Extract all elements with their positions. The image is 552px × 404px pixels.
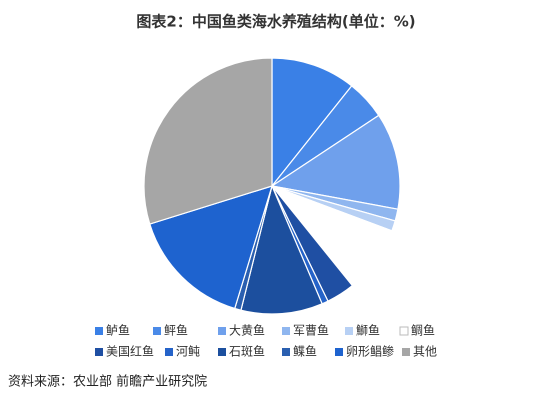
legend-label: 石斑鱼: [229, 345, 265, 359]
legend-swatch: [165, 348, 173, 356]
legend-swatch: [282, 348, 290, 356]
legend-swatch: [153, 327, 161, 335]
legend-label: 其他: [413, 345, 437, 359]
legend-label: 美国红鱼: [106, 344, 154, 359]
legend-swatch: [282, 327, 290, 335]
chart-title: 图表2：中国鱼类海水养殖结构(单位：%): [136, 13, 415, 31]
legend-label: 鲽鱼: [293, 345, 317, 359]
legend-label: 卵形鲳鲹: [346, 345, 394, 359]
legend-label: 鲷鱼: [411, 324, 435, 338]
legend-label: 鲆鱼: [164, 324, 188, 338]
pie-slice: [143, 57, 273, 225]
legend-swatch: [95, 327, 103, 335]
legend-label: 鲈鱼: [106, 324, 130, 338]
legend-label: 大黄鱼: [229, 324, 265, 338]
legend-swatch: [95, 348, 103, 356]
legend-label: 河鲀: [176, 344, 200, 359]
pie-slice: [270, 114, 401, 210]
legend-swatch: [402, 348, 410, 356]
legend-swatch: [218, 348, 226, 356]
legend-swatch: [399, 326, 409, 336]
legend-swatch: [218, 327, 226, 335]
pie-slice: [240, 184, 323, 315]
legend-swatch: [345, 327, 353, 335]
legend-label: 鰤鱼: [356, 324, 380, 338]
pie-slice: [149, 185, 273, 310]
pie-slice: [271, 57, 353, 188]
source-note: 资料来源：农业部 前瞻产业研究院: [8, 374, 207, 390]
legend-label: 军曹鱼: [293, 324, 329, 338]
legend-swatch: [335, 348, 343, 356]
